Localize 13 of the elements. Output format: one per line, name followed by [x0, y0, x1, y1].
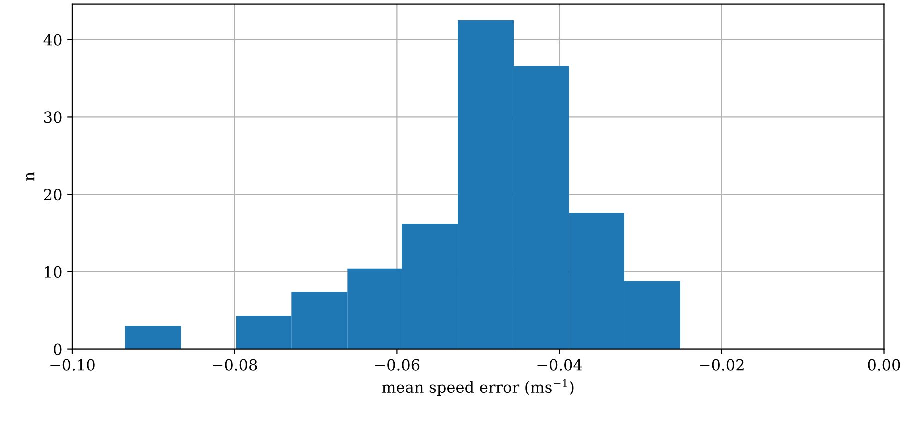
x-axis-title: mean speed error (ms$^{−1}$) — [382, 379, 574, 396]
y-axis-title: n — [26, 172, 35, 182]
y-tick-label: 0 — [54, 344, 62, 356]
y-tick-label: 30 — [44, 112, 62, 124]
y-tick-label: 20 — [44, 189, 62, 201]
x-tick-label: −0.02 — [700, 359, 744, 371]
x-tick-label: −0.08 — [213, 359, 258, 371]
y-tick-label: 40 — [44, 34, 62, 46]
x-tick-label: −0.04 — [538, 359, 582, 371]
y-tick-label: 10 — [45, 266, 62, 278]
x-tick-label: −0.10 — [50, 359, 95, 371]
x-tick-label: 0.00 — [868, 359, 900, 371]
x-tick-label: −0.06 — [375, 359, 420, 371]
